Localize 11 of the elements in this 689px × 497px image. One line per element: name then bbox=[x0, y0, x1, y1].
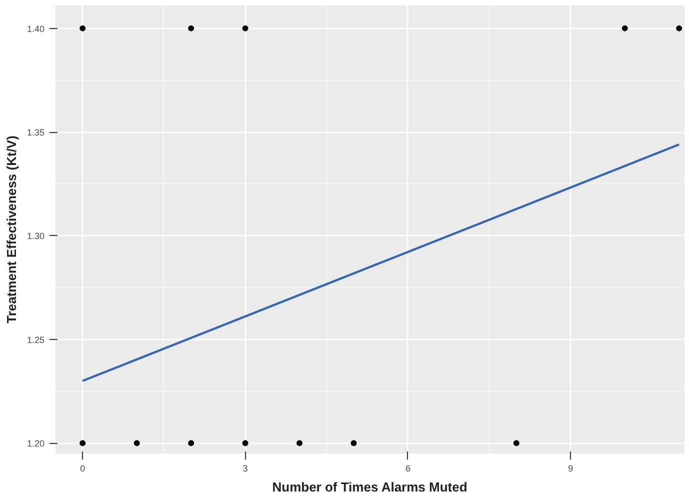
y-tick-label: 1.25 bbox=[26, 334, 45, 345]
x-tick-label: 0 bbox=[80, 464, 86, 474]
x-axis-title: Number of Times Alarms Muted bbox=[272, 480, 468, 494]
y-tick-label: 1.35 bbox=[26, 128, 45, 138]
x-tick-label: 6 bbox=[405, 464, 410, 474]
x-tick-label: 3 bbox=[242, 464, 248, 474]
y-axis-title: Treatment Effectiveness (Kt/V) bbox=[4, 136, 19, 324]
y-tick-label: 1.20 bbox=[26, 438, 45, 449]
y-tick-label: 1.30 bbox=[26, 231, 45, 242]
y-tick-label: 1.40 bbox=[26, 24, 45, 34]
x-tick-label: 9 bbox=[568, 464, 574, 474]
